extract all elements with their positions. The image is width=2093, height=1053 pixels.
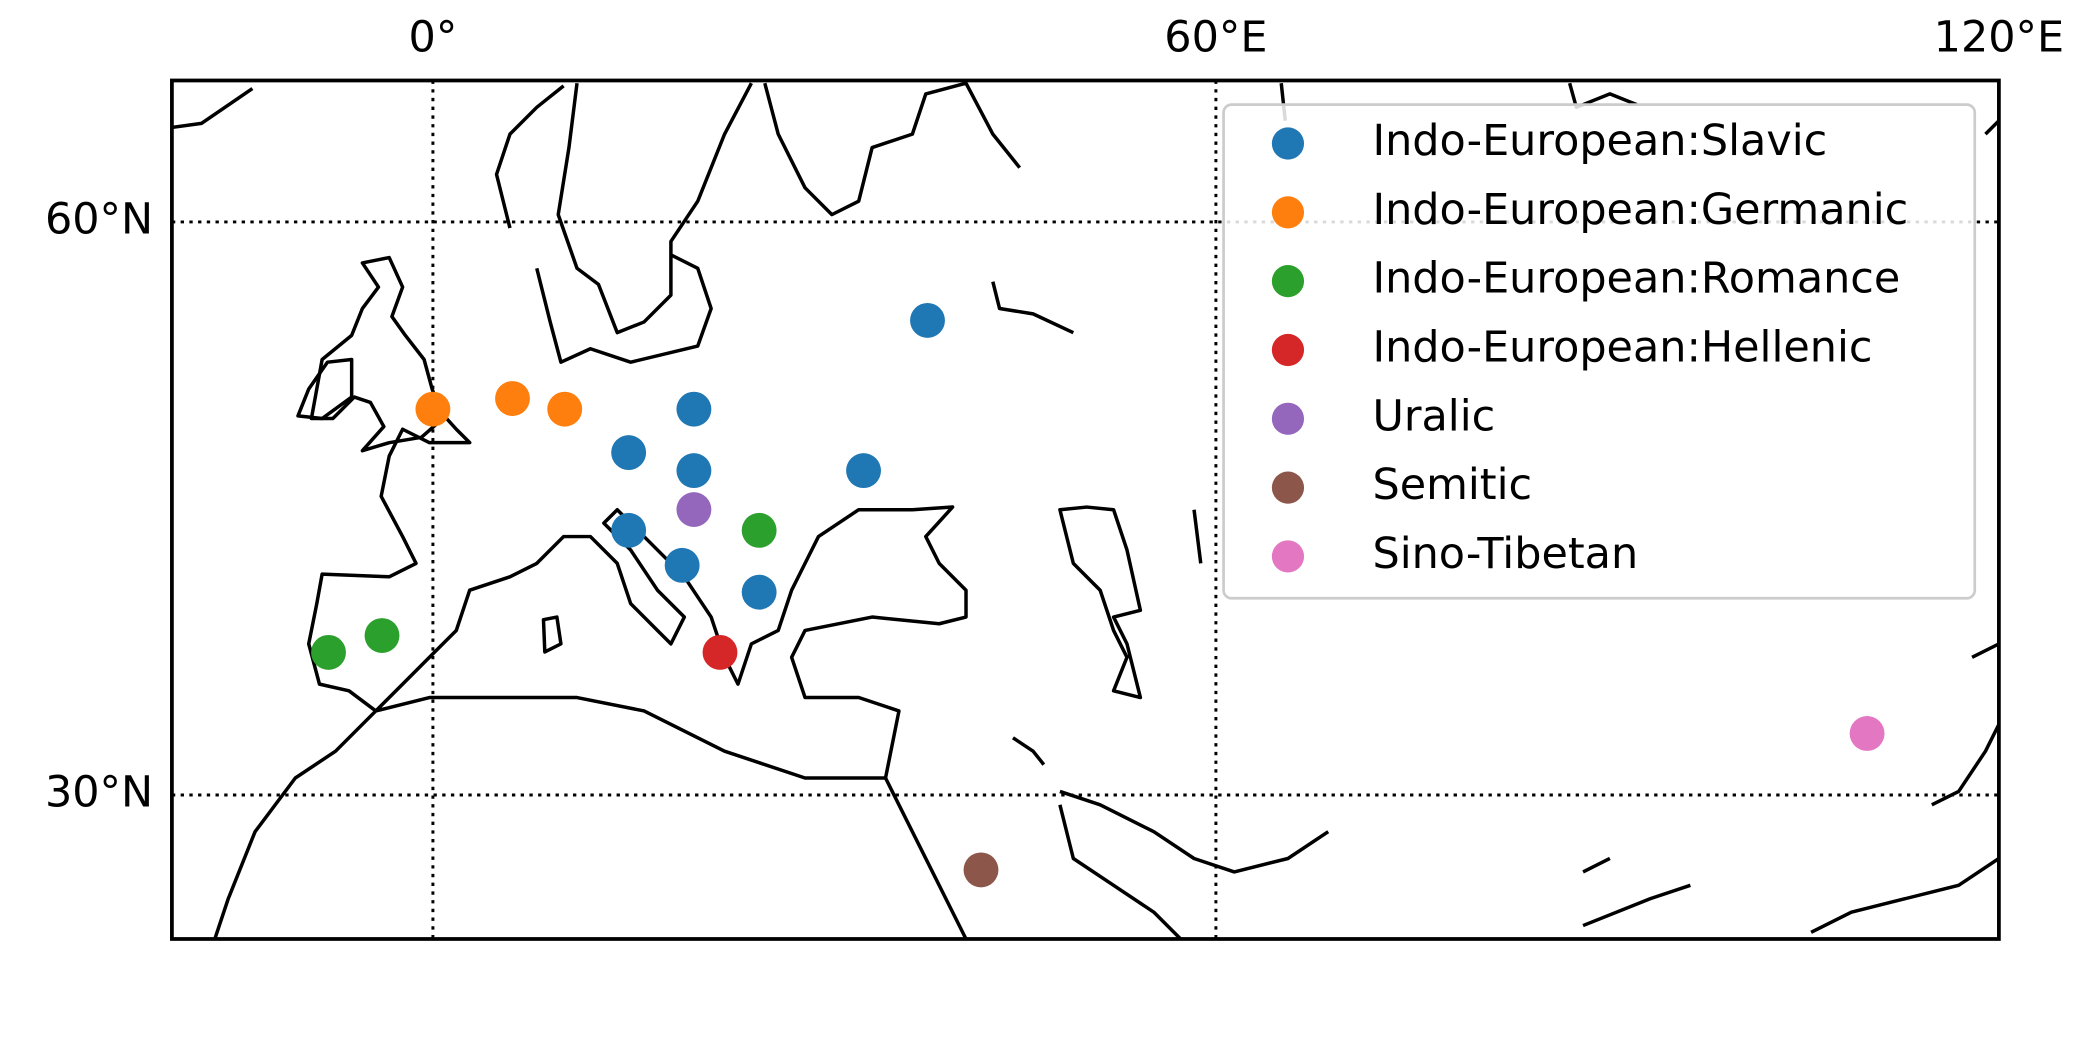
x-tick-label: 0° bbox=[409, 13, 458, 63]
legend-marker bbox=[1271, 540, 1305, 573]
legend-marker bbox=[1271, 127, 1305, 160]
point bbox=[741, 512, 777, 548]
x-tick-label: 120°E bbox=[1934, 13, 2064, 63]
legend-label: Indo-European:Hellenic bbox=[1372, 322, 1872, 372]
legend-marker bbox=[1271, 471, 1305, 504]
point bbox=[611, 512, 647, 548]
legend-box bbox=[1222, 103, 1977, 600]
legend-marker bbox=[1271, 265, 1305, 298]
point bbox=[547, 391, 583, 427]
coastlines bbox=[171, 81, 1999, 939]
legend-label: Semitic bbox=[1372, 460, 1532, 510]
legend-marker bbox=[1271, 402, 1305, 435]
point bbox=[676, 453, 712, 489]
legend-label: Indo-European:Romance bbox=[1372, 254, 1900, 304]
x-tick-label: 60°E bbox=[1164, 13, 1267, 63]
legend: Indo-European:Slavic Indo-European:German… bbox=[1271, 116, 1908, 579]
point bbox=[415, 391, 451, 427]
legend-marker bbox=[1271, 333, 1305, 367]
coastline bbox=[296, 357, 354, 421]
coastline bbox=[541, 615, 563, 654]
legend-label: Uralic bbox=[1372, 391, 1495, 441]
point bbox=[910, 302, 945, 338]
point bbox=[611, 435, 647, 471]
legend-label: Sino-Tibetan bbox=[1372, 529, 1638, 579]
y-tick-label: 60°N bbox=[45, 194, 153, 244]
point bbox=[495, 381, 530, 416]
point bbox=[846, 453, 881, 489]
map-frame bbox=[170, 78, 2001, 941]
points bbox=[311, 302, 1885, 888]
point bbox=[963, 852, 999, 888]
legend-label: Indo-European:Slavic bbox=[1372, 116, 1827, 166]
point bbox=[664, 547, 700, 583]
coastline bbox=[171, 81, 1075, 364]
tick-labels: 0° 60°E 120°E 30°N 60°N bbox=[45, 13, 2064, 818]
point bbox=[676, 492, 712, 528]
coastline bbox=[1058, 505, 1143, 700]
coastline bbox=[883, 82, 1999, 939]
point bbox=[741, 574, 777, 610]
point bbox=[364, 618, 400, 653]
y-tick-label: 30°N bbox=[45, 767, 153, 817]
point bbox=[676, 391, 712, 427]
point bbox=[311, 634, 346, 670]
legend-marker bbox=[1271, 196, 1305, 229]
coastline bbox=[213, 401, 968, 939]
point bbox=[1849, 716, 1885, 751]
point bbox=[702, 634, 738, 670]
legend-label: Indo-European:Germanic bbox=[1372, 185, 1908, 235]
coastline bbox=[309, 255, 445, 453]
